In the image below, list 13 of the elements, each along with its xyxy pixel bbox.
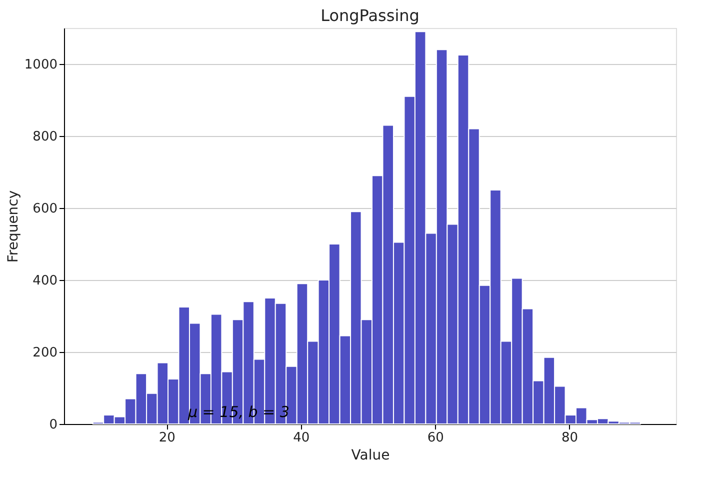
y-axis-title: Frequency (5, 190, 22, 263)
y-tick-label: 400 (32, 274, 58, 288)
x-axis-title: Value (351, 448, 390, 464)
x-tick-label: 80 (562, 430, 578, 446)
y-tick-label: 0 (49, 418, 58, 432)
y-tick-label: 1000 (24, 58, 58, 72)
chart-title: LongPassing (320, 6, 420, 25)
y-tick-label: 800 (32, 130, 58, 144)
y-tick-label: 200 (32, 346, 58, 360)
y-tick-label: 600 (32, 202, 58, 216)
x-tick-label: 60 (427, 430, 444, 446)
x-tick-label: 40 (293, 430, 310, 446)
x-tick-label: 20 (158, 430, 176, 446)
